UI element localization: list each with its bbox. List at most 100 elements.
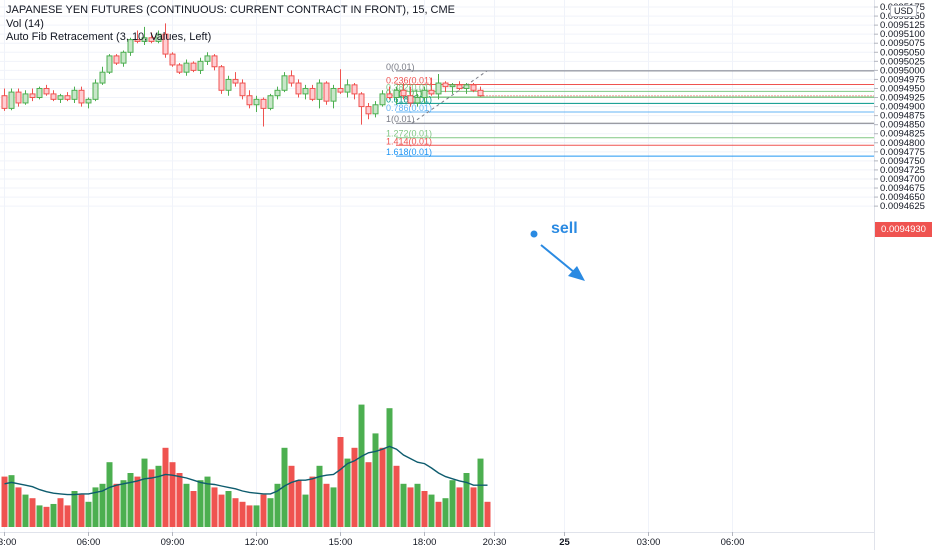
fib-level-label: 0.382(0.01): [386, 82, 432, 92]
price-tick-label: 0.0094775: [880, 147, 925, 158]
chart-legend: JAPANESE YEN FUTURES (CONTINUOUS: CURREN…: [6, 4, 455, 45]
candle-body: [92, 82, 99, 100]
candle-body: [155, 33, 162, 42]
volume-bar: [106, 462, 113, 527]
volume-bar: [428, 494, 435, 527]
volume-bar: [1, 476, 8, 527]
volume-indicator-label[interactable]: Vol (14): [6, 17, 44, 30]
volume-bar: [36, 505, 43, 527]
volume-bar: [155, 465, 162, 527]
volume-bar: [295, 480, 302, 527]
fib-level-label: 1(0.01): [386, 114, 415, 124]
volume-bar: [190, 491, 197, 527]
price-tick-label: 0.0095075: [880, 38, 925, 49]
symbol-title: JAPANESE YEN FUTURES (CONTINUOUS: CURREN…: [6, 4, 456, 16]
candle-body: [218, 66, 225, 91]
volume-bar: [267, 498, 274, 527]
candle-body: [323, 82, 330, 102]
candle-body: [316, 82, 323, 100]
time-tick-label: 06:00: [77, 537, 101, 548]
volume-bar: [330, 487, 337, 527]
candle-body: [379, 93, 386, 106]
price-tick-label: 0.0094750: [880, 156, 925, 167]
candle-body: [337, 87, 344, 93]
candle-body: [477, 89, 484, 97]
candle-body: [309, 87, 316, 100]
volume-bar: [43, 506, 50, 527]
candle-body: [134, 39, 141, 42]
currency-badge[interactable]: USD: [890, 5, 918, 17]
price-tick-label: 0.0094800: [880, 138, 925, 149]
time-tick-label: 25: [559, 537, 570, 548]
volume-bar: [71, 491, 78, 527]
candle-body: [162, 33, 169, 55]
candle-body: [267, 95, 274, 109]
time-tick-label: 03:00: [637, 537, 661, 548]
sell-marker-dot: [530, 230, 538, 238]
candle-body: [421, 89, 428, 99]
candle-body: [204, 55, 211, 62]
candle-body: [386, 93, 393, 99]
fib-level-label: 1.414(0.01): [386, 136, 432, 146]
time-tick-label: 09:00: [161, 537, 185, 548]
candle-body: [225, 78, 232, 91]
fib-level-label: 0.786(0.01): [386, 103, 432, 113]
candle-body: [253, 98, 260, 106]
candle-body: [99, 71, 106, 84]
candle-body: [85, 98, 92, 104]
volume-bar: [176, 473, 183, 527]
volume-bar: [232, 498, 239, 527]
volume-bar: [379, 447, 386, 527]
price-tick-label: 0.0094625: [880, 201, 925, 212]
volume-bar: [15, 487, 22, 527]
candle-body: [407, 95, 414, 104]
volume-bar: [421, 491, 428, 527]
volume-bar: [141, 458, 148, 527]
candle-body: [393, 89, 400, 99]
volume-bar: [274, 483, 281, 527]
candle-body: [232, 78, 239, 84]
candle-body: [295, 82, 302, 95]
volume-bar: [127, 473, 134, 527]
candle-body: [442, 82, 449, 88]
volume-bar: [78, 494, 85, 527]
volume-bar: [246, 505, 253, 527]
time-tick-label: 15:00: [329, 537, 353, 548]
candle-body: [176, 64, 183, 73]
candle-body: [344, 84, 351, 93]
volume-bar: [358, 404, 365, 527]
volume-bar: [50, 503, 57, 527]
fib-indicator-label[interactable]: Auto Fib Retracement (3, 10, Values, Lef…: [6, 31, 212, 43]
candle-body: [239, 82, 246, 97]
price-tick-label: 0.0095050: [880, 47, 925, 58]
volume-bar: [225, 491, 232, 527]
candle-body: [8, 91, 15, 109]
candle-body: [274, 89, 281, 97]
volume-bar: [344, 458, 351, 527]
volume-bar: [99, 483, 106, 527]
price-tick-label: 0.0094700: [880, 174, 925, 185]
volume-bar: [463, 473, 470, 527]
candle-body: [148, 37, 155, 42]
candle-body: [365, 106, 372, 115]
candle-body: [260, 98, 267, 109]
volume-bar: [477, 458, 484, 527]
price-tick-label: 0.0094950: [880, 83, 925, 94]
candle-body: [1, 95, 8, 109]
volume-bar: [288, 465, 295, 527]
fib-level-label: 1.618(0.01): [386, 147, 432, 157]
volume-bar: [414, 483, 421, 527]
volume-bar: [22, 494, 29, 527]
volume-bar: [169, 462, 176, 527]
price-tick-label: 0.0095125: [880, 20, 925, 31]
price-tick-label: 0.0094675: [880, 183, 925, 194]
candle-body: [57, 95, 64, 100]
price-tick-label: 0.0094650: [880, 192, 925, 203]
candle-body: [302, 87, 309, 95]
candle-body: [463, 84, 470, 89]
volume-bar: [407, 487, 414, 527]
candle-body: [50, 93, 57, 100]
price-tick-label: 0.0094850: [880, 120, 925, 131]
volume-bar: [470, 487, 477, 527]
